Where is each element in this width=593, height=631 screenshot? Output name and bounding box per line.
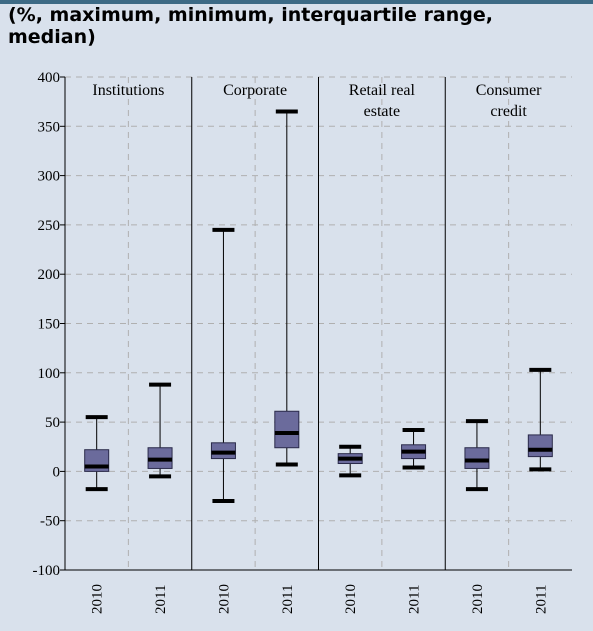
panel-label: Corporate xyxy=(223,82,287,99)
y-tick-label: 200 xyxy=(38,267,61,283)
y-tick-label: 0 xyxy=(53,464,61,480)
y-tick-label: 100 xyxy=(38,366,61,382)
box-retail-real-estate-2010 xyxy=(337,444,363,478)
iqr-box xyxy=(527,434,553,458)
box-institutions-2010 xyxy=(84,415,110,492)
y-tick-label: 300 xyxy=(38,169,61,185)
panel-separators xyxy=(191,77,446,570)
x-tick-label: 2011 xyxy=(407,585,423,614)
iqr-box xyxy=(464,447,490,469)
iqr-box xyxy=(274,410,300,449)
x-tick-label: 2010 xyxy=(216,584,232,614)
panel-label-line: Retail real xyxy=(349,82,416,99)
y-tick-label: 250 xyxy=(38,218,61,234)
y-axis: -100 -50 0 50 100 150 200 250 300 350 400 xyxy=(33,70,66,579)
box-retail-real-estate-2011 xyxy=(401,427,427,470)
header-bar xyxy=(0,0,593,4)
panel-label-line: credit xyxy=(490,103,527,120)
x-axis: 2010 2011 2010 2011 2010 2011 2010 2011 xyxy=(65,569,572,614)
panel-label-line: Institutions xyxy=(92,82,164,99)
box-consumer-credit-2010 xyxy=(464,419,490,492)
y-tick-label: 150 xyxy=(38,317,61,333)
panel-label: Institutions xyxy=(92,82,164,99)
x-tick-label: 2010 xyxy=(90,584,106,614)
y-tick-label: 50 xyxy=(45,415,60,431)
panel-labels: Institutions Corporate Retail real estate Co… xyxy=(92,82,542,120)
box-series xyxy=(84,109,553,503)
y-tick-label: -100 xyxy=(33,563,61,579)
x-tick-label: 2011 xyxy=(280,585,296,614)
box-corporate-2011 xyxy=(274,109,300,467)
panel-label: Retail real estate xyxy=(349,82,416,120)
y-tick-label: 350 xyxy=(38,119,61,135)
box-institutions-2011 xyxy=(147,382,173,479)
panel-label-line: estate xyxy=(364,103,400,120)
panel-label-line: Corporate xyxy=(223,82,287,99)
panel-label: Consumer credit xyxy=(476,82,542,120)
x-tick-label: 2011 xyxy=(153,585,169,614)
x-tick-label: 2010 xyxy=(343,584,359,614)
y-tick-label: -50 xyxy=(40,514,60,530)
y-tick-label: 400 xyxy=(38,70,61,86)
box-corporate-2010 xyxy=(210,227,236,503)
chart-subtitle: (%, maximum, minimum, interquartile rang… xyxy=(8,4,493,48)
x-tick-label: 2011 xyxy=(533,585,549,614)
x-tick-label: 2010 xyxy=(470,584,486,614)
box-consumer-credit-2011 xyxy=(527,367,553,472)
panel-label-line: Consumer xyxy=(476,82,542,99)
